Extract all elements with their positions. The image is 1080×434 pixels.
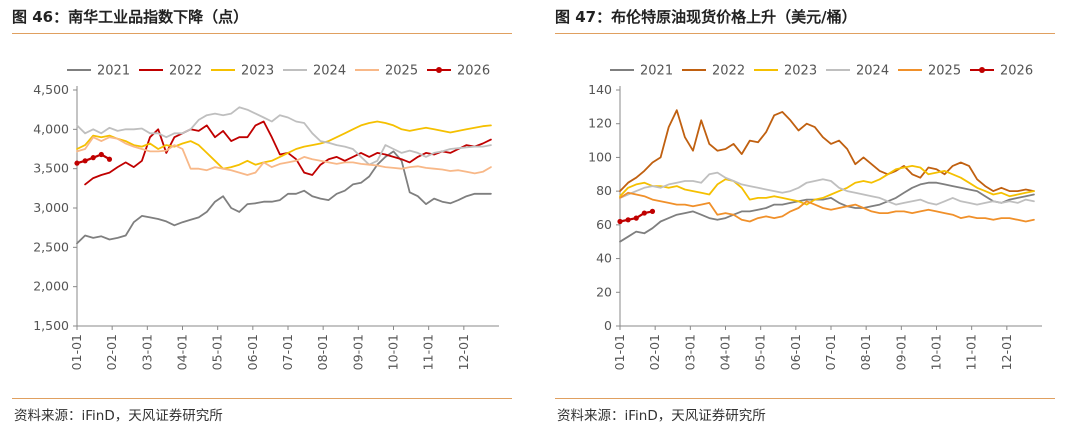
x-tick-label: 02-01 <box>104 334 119 370</box>
legend-label-2023: 2023 <box>241 64 274 79</box>
data-point-2026 <box>641 210 647 216</box>
legend-label-2021: 2021 <box>640 64 673 79</box>
x-tick-label: 08-01 <box>315 334 330 370</box>
x-tick-label: 08-01 <box>858 334 873 370</box>
y-tick-label: 2,000 <box>33 279 69 294</box>
legend-label-2022: 2022 <box>169 64 202 79</box>
series-line-2024 <box>619 171 1035 206</box>
x-tick-label: 03-01 <box>682 334 697 370</box>
x-tick-label: 05-01 <box>210 334 225 370</box>
legend-marker-2026 <box>979 67 985 73</box>
series-line-2021 <box>619 181 1035 243</box>
y-tick-label: 120 <box>588 116 612 131</box>
chart-right: 0 20 40 60 80 100 120 140 01-01 02-01 03-01 04-01 05… <box>588 64 1042 370</box>
x-tick-label: 02-01 <box>647 334 662 370</box>
legend-label-2026: 2026 <box>1000 64 1033 79</box>
x-tick-label: 07-01 <box>280 334 295 370</box>
x-tick-label: 10-01 <box>929 334 944 370</box>
series-line-2025 <box>619 191 1035 223</box>
legend-label-2025: 2025 <box>928 64 961 79</box>
legend-label-2025: 2025 <box>385 64 418 79</box>
series-line-2023 <box>76 120 492 170</box>
x-tick-label: 06-01 <box>788 334 803 370</box>
series-line-2025 <box>76 136 492 176</box>
x-tick-label: 03-01 <box>139 334 154 370</box>
y-tick-label: 140 <box>588 82 612 97</box>
x-tick-label: 09-01 <box>893 334 908 370</box>
source-divider-left <box>12 398 512 399</box>
chart-left: 1,500 2,000 2,500 3,000 3,500 4,000 4,500 01-01… <box>33 64 499 370</box>
x-tick-label: 01-01 <box>69 334 84 370</box>
y-tick-label: 3,500 <box>33 161 69 176</box>
x-tick-label: 06-01 <box>245 334 260 370</box>
chart-title-left: 图 46：南华工业品指数下降（点） <box>12 8 249 26</box>
source-note-left: 资料来源：iFinD，天风证券研究所 <box>14 408 223 424</box>
source-divider-right <box>555 398 1055 399</box>
y-tick-label: 80 <box>596 183 612 198</box>
data-point-2026 <box>617 218 623 225</box>
x-tick-label: 11-01 <box>964 334 979 370</box>
y-tick-label: 100 <box>588 149 612 164</box>
legend-label-2024: 2024 <box>856 64 889 79</box>
series-line-2024 <box>76 106 492 166</box>
title-divider-left <box>12 33 512 34</box>
legend-label-2024: 2024 <box>313 64 346 79</box>
y-tick-label: 4,500 <box>33 82 69 97</box>
data-point-2026 <box>90 155 96 161</box>
y-tick-label: 3,000 <box>33 200 69 215</box>
data-point-2026 <box>98 151 104 158</box>
y-tick-label: 0 <box>604 318 612 333</box>
legend-marker-2026 <box>436 67 442 73</box>
data-point-2026 <box>106 156 113 162</box>
data-point-2026 <box>82 158 88 164</box>
x-tick-label: 10-01 <box>386 334 401 370</box>
series-line-2021 <box>76 150 492 245</box>
chart-panel-right: 图 47：布伦特原油现货价格上升（美元/桶） 0 20 40 60 80 100 120 14… <box>555 0 1055 434</box>
y-tick-label: 2,500 <box>33 239 69 254</box>
y-tick-label: 40 <box>596 251 612 266</box>
data-point-2026 <box>649 208 656 214</box>
title-divider-right <box>555 33 1055 34</box>
chart-title-right: 图 47：布伦特原油现货价格上升（美元/桶） <box>555 8 857 26</box>
x-tick-label: 07-01 <box>823 334 838 370</box>
chart-panel-left: 图 46：南华工业品指数下降（点） 1,500 2,000 2,500 3,000 3,… <box>12 0 512 434</box>
legend-label-2026: 2026 <box>457 64 490 79</box>
x-tick-label: 12-01 <box>999 334 1014 370</box>
data-point-2026 <box>633 215 639 221</box>
legend-label-2023: 2023 <box>784 64 817 79</box>
series-line-2022 <box>619 109 1035 193</box>
x-tick-label: 05-01 <box>753 334 768 370</box>
source-note-right: 资料来源：iFinD，天风证券研究所 <box>557 408 766 424</box>
series-line-2023 <box>619 165 1035 206</box>
y-tick-label: 1,500 <box>33 318 69 333</box>
x-tick-label: 12-01 <box>456 334 471 370</box>
data-point-2026 <box>74 160 80 166</box>
y-tick-label: 4,000 <box>33 121 69 136</box>
y-tick-label: 60 <box>596 217 612 232</box>
data-point-2026 <box>625 217 631 223</box>
x-tick-label: 04-01 <box>175 334 190 370</box>
y-tick-label: 20 <box>596 284 612 299</box>
legend-label-2021: 2021 <box>97 64 130 79</box>
x-tick-label: 09-01 <box>350 334 365 370</box>
legend-label-2022: 2022 <box>712 64 745 79</box>
x-tick-label: 11-01 <box>421 334 436 370</box>
x-tick-label: 01-01 <box>612 334 627 370</box>
x-tick-label: 04-01 <box>718 334 733 370</box>
